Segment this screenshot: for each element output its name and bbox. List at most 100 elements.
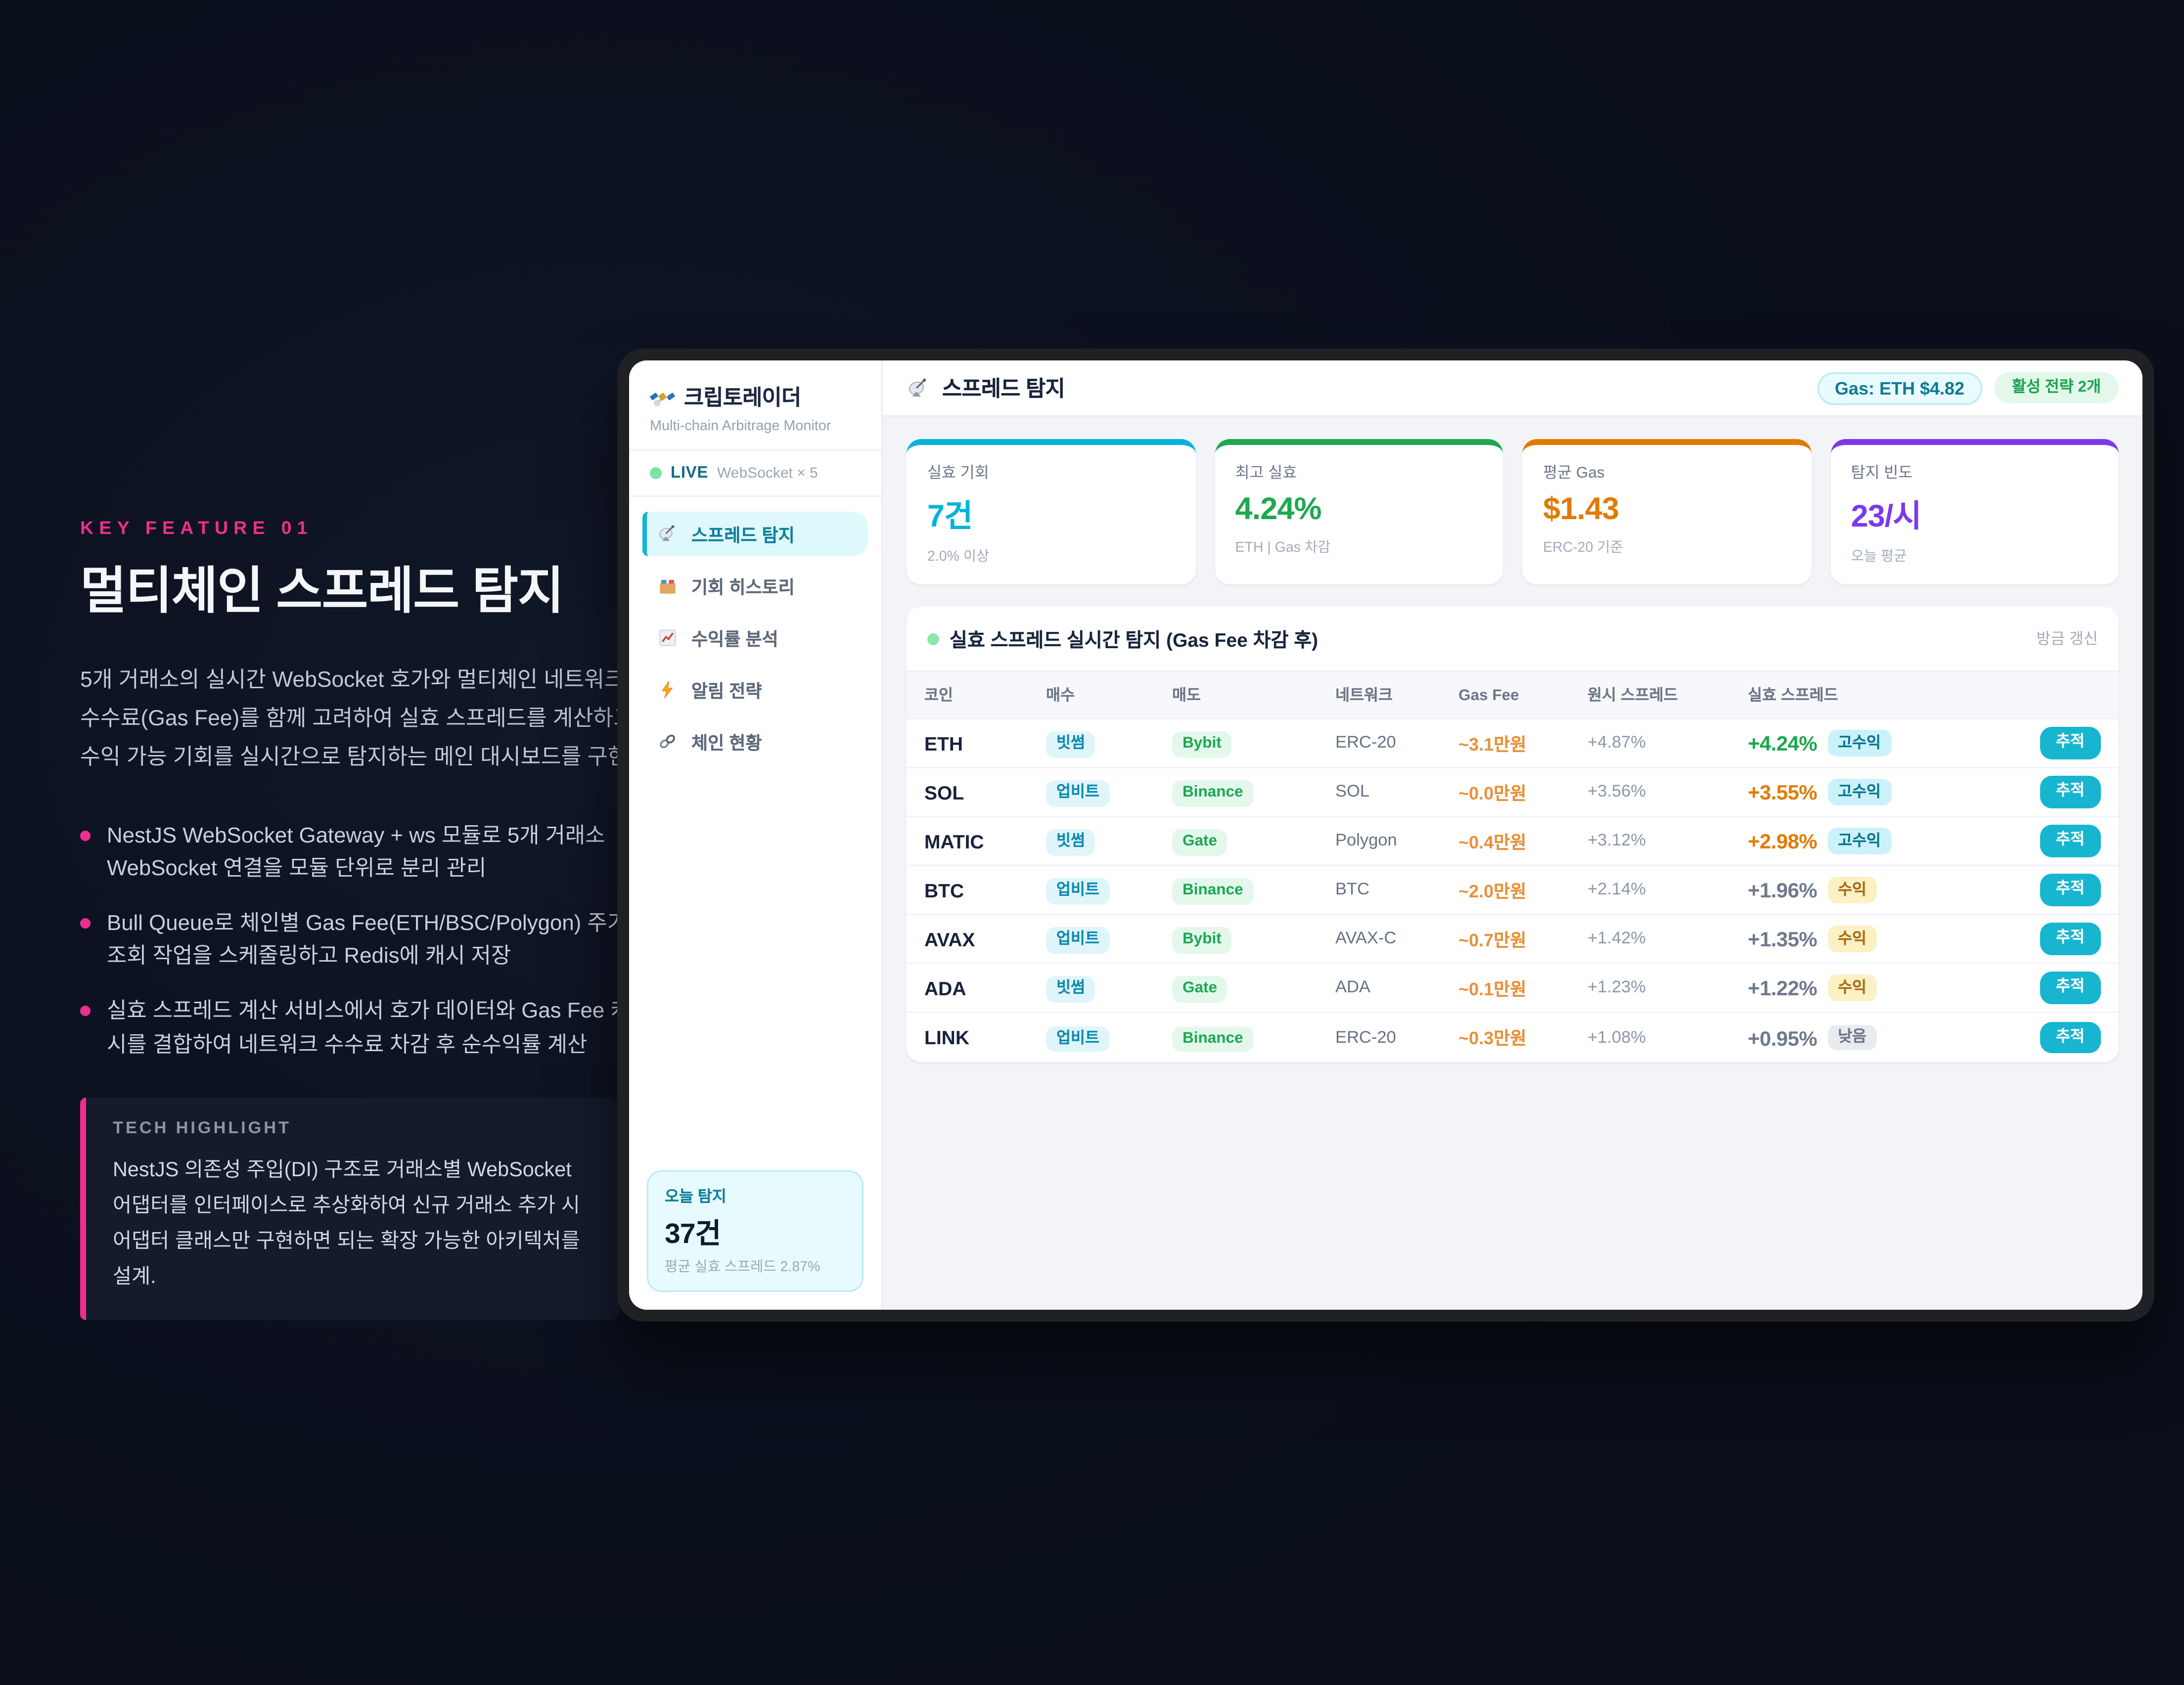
- stat-value: 7건: [927, 500, 973, 534]
- active-strategy-badge: 활성 전략 2개: [1994, 372, 2119, 403]
- dashboard-window-frame: 크립토레이더 Multi-chain Arbitrage Monitor LIV…: [617, 349, 2154, 1322]
- today-detection-label: 오늘 탐지: [665, 1188, 727, 1206]
- bullet-dot-icon: [80, 830, 91, 841]
- sidebar-spacer: [629, 779, 881, 1155]
- profit-tier-badge: 수익: [1827, 877, 1877, 903]
- table-row: BTC 업비트 Binance BTC ~2.0만원 +2.14% +1.96%…: [907, 866, 2119, 915]
- profit-tier-badge: 낮음: [1827, 1024, 1877, 1051]
- buy-exchange-pill: 빗썸: [1046, 829, 1095, 856]
- profit-tier-badge: 수익: [1827, 926, 1877, 952]
- tech-highlight-body: NestJS 의존성 주입(DI) 구조로 거래소별 WebSocket 어댑터…: [113, 1158, 580, 1287]
- coin-symbol: AVAX: [924, 928, 975, 950]
- track-button[interactable]: 추적: [2040, 972, 2101, 1004]
- buy-exchange-cell: 업비트: [1046, 925, 1172, 954]
- chart-increasing-icon: [659, 629, 676, 646]
- col-header-coin: 코인: [924, 687, 953, 705]
- track-button[interactable]: 추적: [2040, 874, 2101, 906]
- col-header-raw-spread: 원시 스프레드: [1588, 687, 1678, 705]
- gas-fee-cell: ~2.0만원: [1458, 880, 1527, 901]
- sidebar-item-chain-status[interactable]: 체인 현황: [642, 719, 868, 764]
- coin-symbol: BTC: [924, 879, 964, 901]
- bullet-item: NestJS WebSocket Gateway + ws 모듈로 5개 거래소…: [80, 820, 638, 886]
- buy-exchange-pill: 업비트: [1046, 780, 1110, 807]
- bullet-dot-icon: [80, 1006, 91, 1017]
- page-title: 스프레드 탐지: [942, 378, 1065, 402]
- effective-spread-value: +0.95%: [1748, 1025, 1818, 1050]
- stat-sub: ETH | Gas 차감: [1235, 540, 1331, 556]
- satellite-dish-icon: [909, 378, 926, 396]
- sell-exchange-cell: Binance: [1172, 1023, 1335, 1052]
- stat-label: 최고 실효: [1235, 464, 1297, 482]
- table-row: LINK 업비트 Binance ERC-20 ~0.3만원 +1.08% +0…: [907, 1013, 2119, 1062]
- sidebar-item-spread-detect[interactable]: 스프레드 탐지: [642, 512, 868, 556]
- live-status-dot-icon: [650, 467, 662, 479]
- today-detection-sub: 평균 실효 스프레드 2.87%: [665, 1259, 820, 1276]
- raw-spread-cell: +3.56%: [1588, 783, 1646, 801]
- sell-exchange-pill: Bybit: [1172, 927, 1232, 954]
- raw-spread-cell: +4.87%: [1588, 734, 1646, 752]
- buy-exchange-pill: 업비트: [1046, 1026, 1110, 1052]
- gas-fee-cell: ~0.0만원: [1458, 782, 1527, 803]
- effective-spread-value: +3.55%: [1748, 780, 1818, 804]
- main-panel: 스프레드 탐지 Gas: ETH $4.82 활성 전략 2개 실효 기회 7건…: [883, 360, 2142, 1310]
- dashboard-window: 크립토레이더 Multi-chain Arbitrage Monitor LIV…: [629, 360, 2142, 1310]
- track-button[interactable]: 추적: [2040, 923, 2101, 955]
- sell-exchange-cell: Gate: [1172, 974, 1335, 1003]
- effective-spread-cell: +0.95% 낮음: [1748, 1024, 2018, 1051]
- buy-exchange-cell: 빗썸: [1046, 974, 1172, 1003]
- track-button[interactable]: 추적: [2040, 776, 2101, 808]
- main-content: 실효 기회 7건 2.0% 이상 최고 실효 4.24% ETH | Gas 차…: [883, 417, 2142, 1310]
- table-title: 실효 스프레드 실시간 탐지 (Gas Fee 차감 후): [950, 629, 1319, 651]
- feature-title: 멀티체인 스프레드 탐지: [80, 564, 564, 620]
- stat-value: 23/시: [1851, 500, 1922, 534]
- tech-highlight-card: TECH HIGHLIGHT NestJS 의존성 주입(DI) 구조로 거래소…: [80, 1097, 620, 1320]
- bullet-text: Bull Queue로 체인별 Gas Fee(ETH/BSC/Polygon)…: [107, 912, 628, 969]
- table-updated-label: 방금 갱신: [2036, 630, 2098, 648]
- sell-exchange-cell: Binance: [1172, 876, 1335, 905]
- sell-exchange-pill: Binance: [1172, 780, 1254, 807]
- track-button[interactable]: 추적: [2040, 825, 2101, 857]
- card-box-icon: [660, 579, 676, 594]
- gas-fee-cell: ~3.1만원: [1458, 733, 1527, 754]
- stat-card-detection-rate: 탐지 빈도 23/시 오늘 평균: [1830, 439, 2119, 584]
- app-subtitle: Multi-chain Arbitrage Monitor: [650, 418, 831, 435]
- track-button[interactable]: 추적: [2040, 1021, 2101, 1054]
- col-header-gas-fee: Gas Fee: [1458, 686, 1519, 704]
- profit-tier-badge: 고수익: [1827, 779, 1892, 805]
- satellite-dish-icon: [659, 525, 675, 541]
- stat-label: 평균 Gas: [1543, 464, 1605, 482]
- bullet-item: Bull Queue로 체인별 Gas Fee(ETH/BSC/Polygon)…: [80, 908, 638, 974]
- effective-spread-value: +1.35%: [1748, 927, 1818, 951]
- gas-fee-cell: ~0.1만원: [1458, 978, 1527, 999]
- stat-card-row: 실효 기회 7건 2.0% 이상 최고 실효 4.24% ETH | Gas 차…: [907, 439, 2119, 584]
- effective-spread-value: +4.24%: [1748, 731, 1818, 755]
- effective-spread-value: +1.96%: [1748, 878, 1818, 902]
- today-detection-card: 오늘 탐지 37건 평균 실효 스프레드 2.87%: [647, 1170, 864, 1292]
- network-cell: Polygon: [1335, 832, 1397, 850]
- track-button[interactable]: 추적: [2040, 727, 2101, 759]
- sidebar-item-yield-analysis[interactable]: 수익률 분석: [642, 616, 868, 660]
- raw-spread-cell: +1.42%: [1588, 930, 1646, 948]
- coin-symbol: LINK: [924, 1026, 970, 1049]
- stat-label: 실효 기회: [927, 464, 989, 482]
- buy-exchange-cell: 업비트: [1046, 778, 1172, 807]
- coin-symbol: MATIC: [924, 830, 984, 852]
- raw-spread-cell: +1.08%: [1588, 1028, 1646, 1047]
- sidebar-menu: 스프레드 탐지 기회 히스토리: [629, 497, 881, 779]
- table-row: ETH 빗썸 Bybit ERC-20 ~3.1만원 +4.87% +4.24%…: [907, 719, 2119, 768]
- buy-exchange-cell: 업비트: [1046, 1023, 1172, 1052]
- sidebar-item-label: 체인 현황: [691, 732, 762, 753]
- buy-exchange-pill: 빗썸: [1046, 731, 1095, 758]
- sell-exchange-pill: Binance: [1172, 878, 1254, 905]
- network-cell: ERC-20: [1335, 1028, 1396, 1047]
- tech-highlight-label: TECH HIGHLIGHT: [113, 1119, 291, 1138]
- profit-tier-badge: 고수익: [1827, 730, 1892, 756]
- live-detail: WebSocket × 5: [717, 465, 818, 482]
- bullet-item: 실효 스프레드 계산 서비스에서 호가 데이터와 Gas Fee 캐시를 결합하…: [80, 996, 638, 1062]
- app-name: 크립토레이더: [684, 387, 801, 411]
- effective-spread-cell: +4.24% 고수익: [1748, 730, 2018, 756]
- sidebar-item-opportunity-history[interactable]: 기회 히스토리: [642, 564, 868, 608]
- sidebar-item-alert-strategy[interactable]: 알림 전략: [642, 667, 868, 712]
- sidebar-item-label: 알림 전략: [691, 680, 762, 701]
